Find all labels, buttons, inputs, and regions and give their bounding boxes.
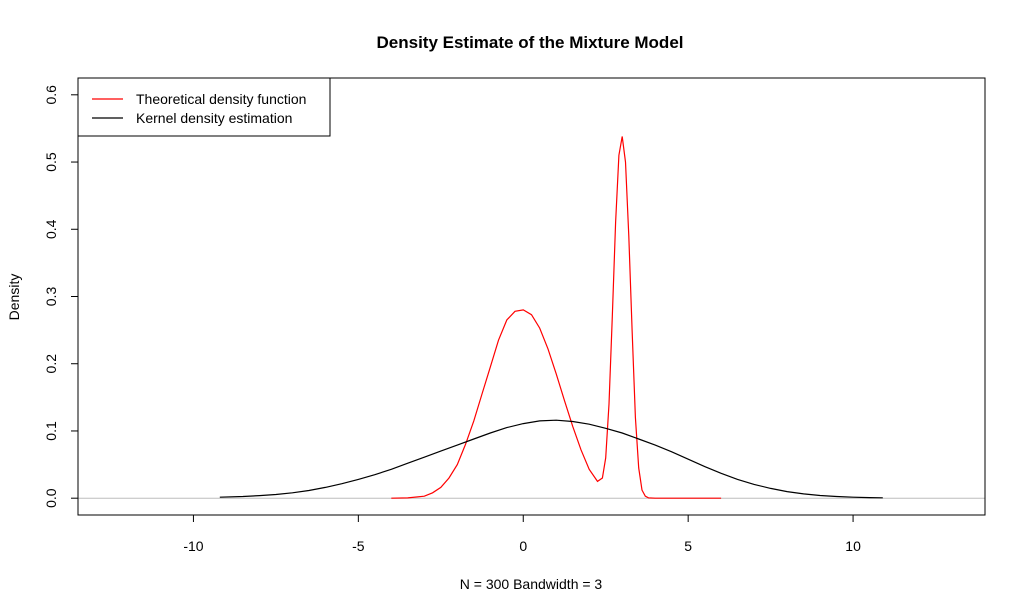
y-tick-label: 0.4 — [43, 219, 59, 239]
y-tick-label: 0.5 — [43, 152, 59, 172]
legend-label: Kernel density estimation — [136, 110, 292, 126]
y-axis-title: Density — [6, 274, 22, 321]
y-tick-label: 0.2 — [43, 354, 59, 374]
legend: Theoretical density function Kernel densi… — [77, 77, 331, 137]
series-line-theoretical — [391, 136, 722, 499]
plot-area — [78, 136, 985, 499]
legend-box — [77, 77, 331, 137]
x-tick-label: -5 — [352, 538, 365, 554]
series-line-kernel — [219, 419, 883, 499]
y-tick-label: 0.6 — [43, 85, 59, 105]
axes: -10 -5 0 5 10 0.0 0.1 0.2 0.3 0.4 0.5 0.6 — [43, 77, 986, 554]
x-tick-label: 5 — [684, 538, 692, 554]
legend-label: Theoretical density function — [136, 91, 306, 107]
x-tick-label: 0 — [519, 538, 527, 554]
chart-title: Density Estimate of the Mixture Model — [377, 33, 684, 52]
y-tick-label: 0.0 — [43, 488, 59, 508]
y-tick-label: 0.3 — [43, 287, 59, 307]
x-tick-label: -10 — [183, 538, 203, 554]
x-axis-title: N = 300 Bandwidth = 3 — [460, 576, 603, 592]
x-tick-label: 10 — [845, 538, 861, 554]
plot-frame — [77, 77, 986, 516]
y-tick-label: 0.1 — [43, 421, 59, 441]
